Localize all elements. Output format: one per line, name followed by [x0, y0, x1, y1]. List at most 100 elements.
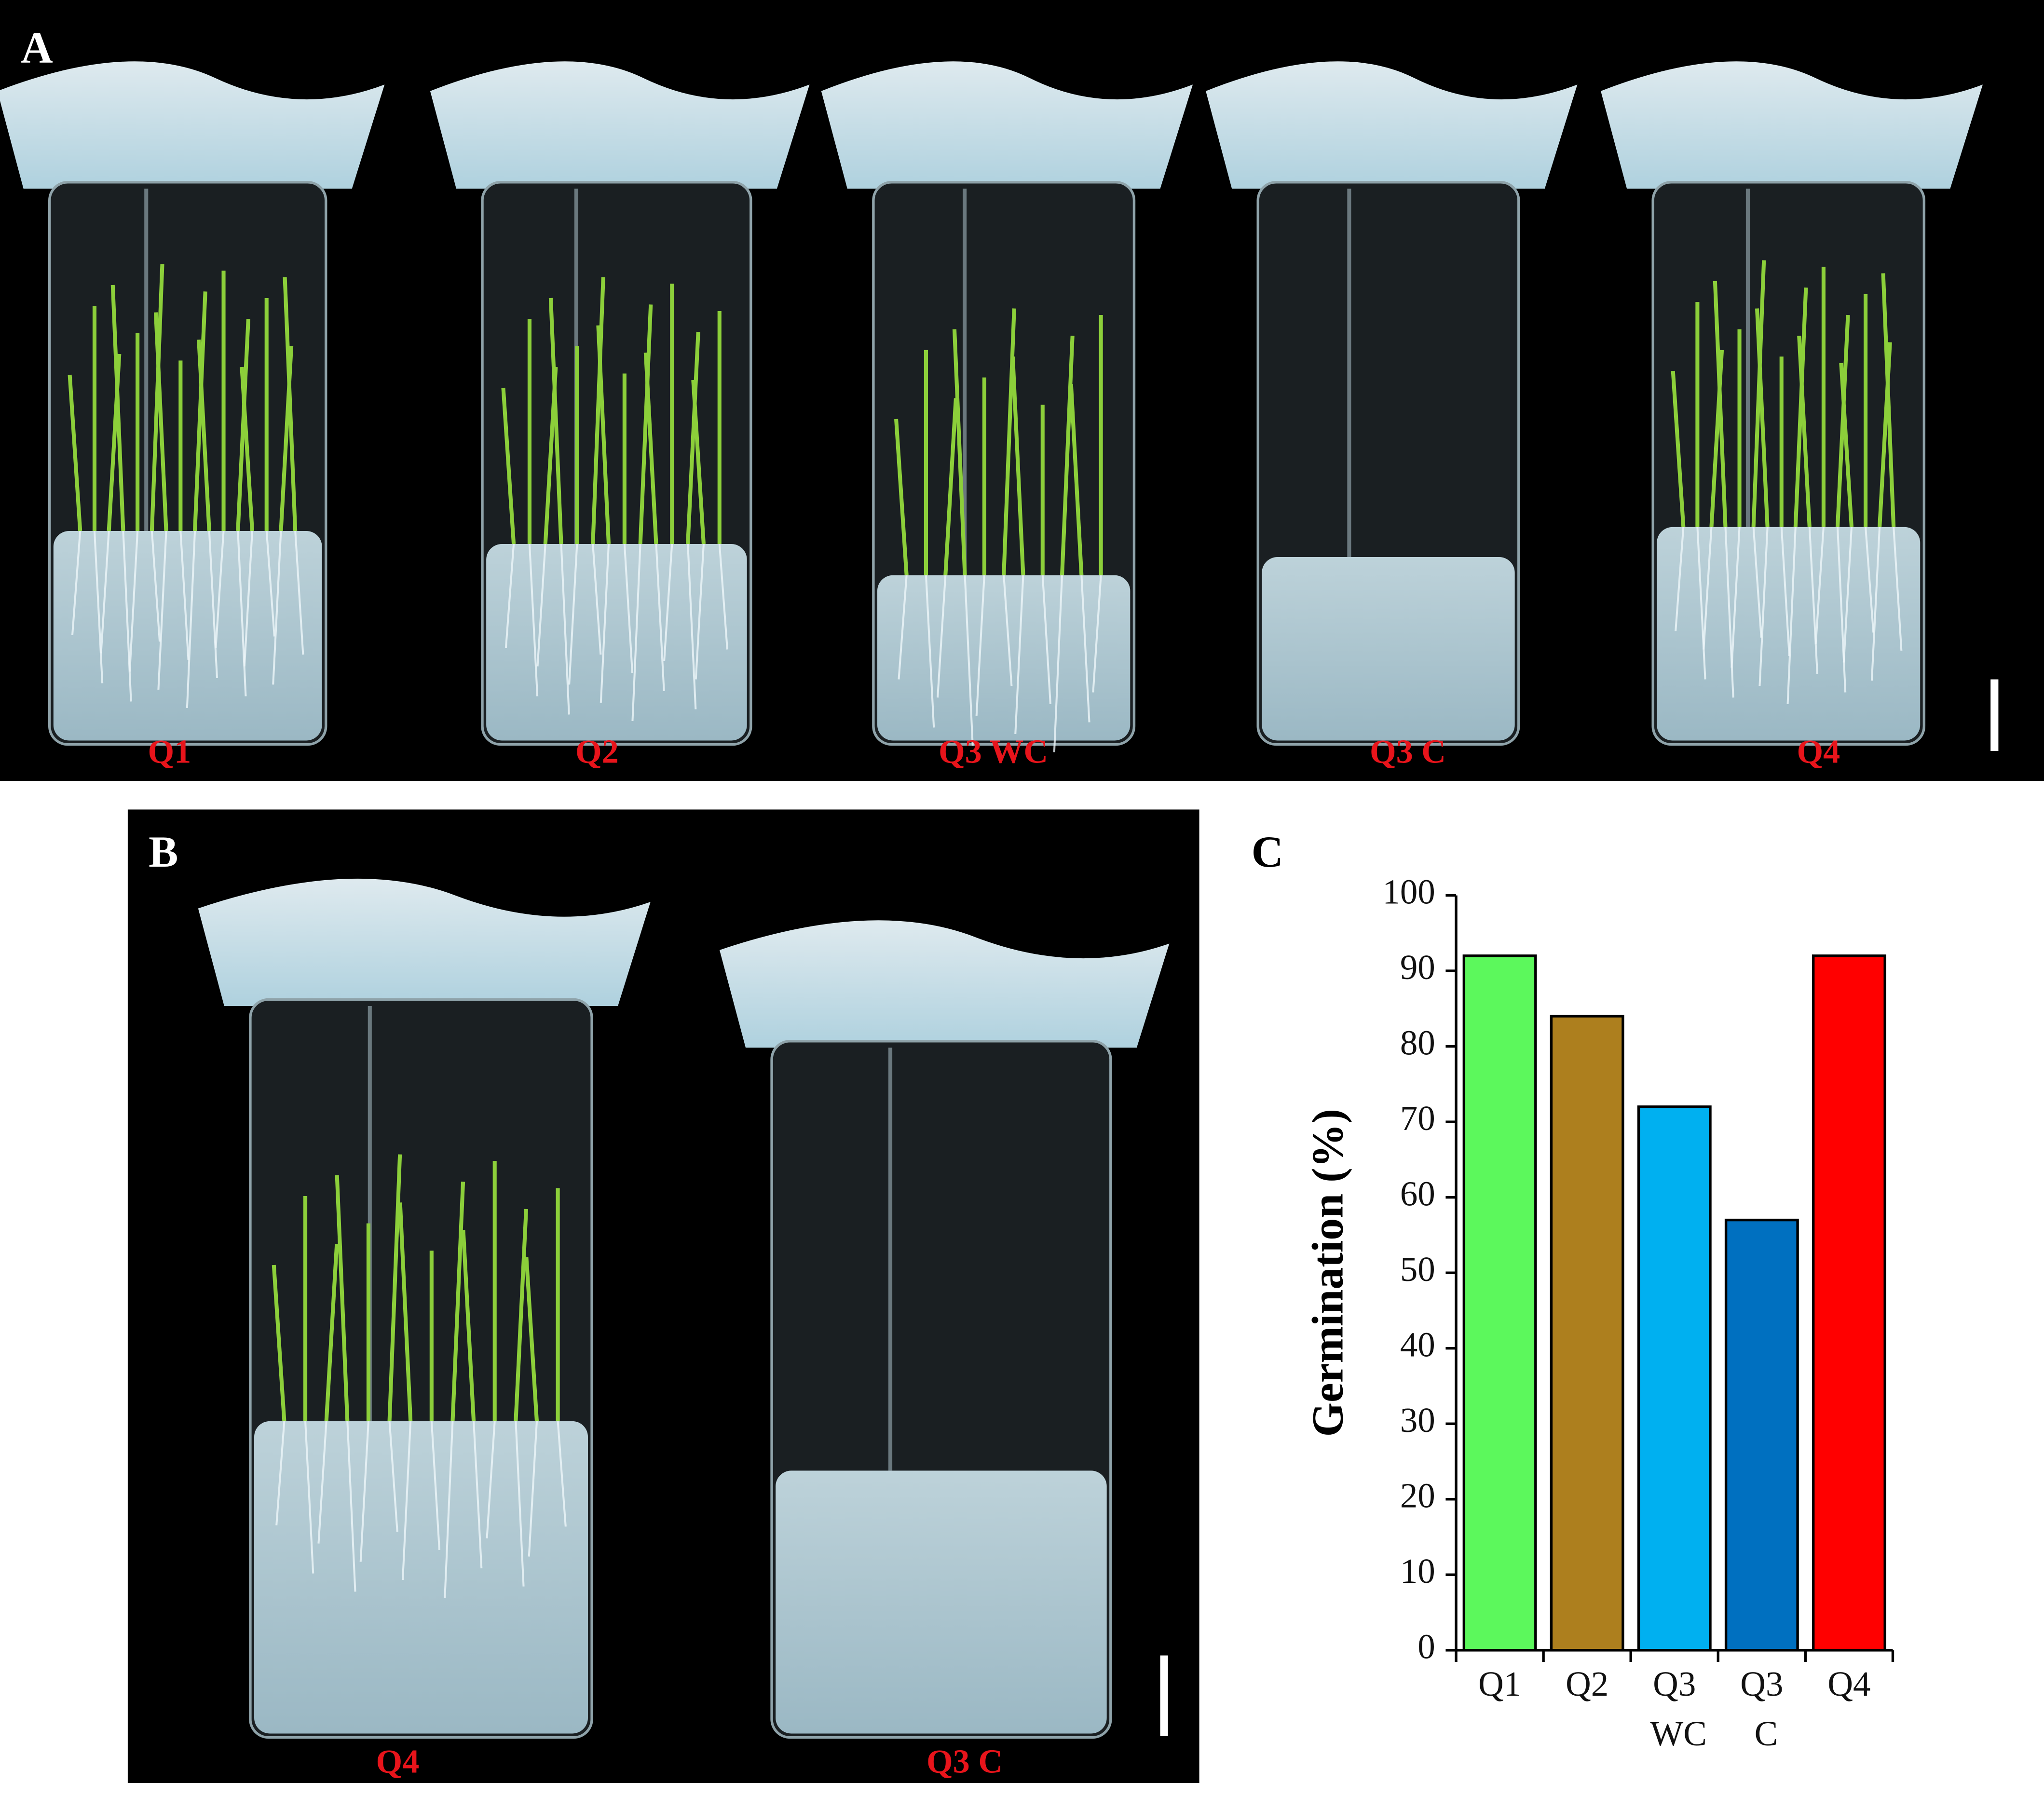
root: [925, 575, 935, 728]
root: [100, 531, 110, 653]
seedling: [398, 1202, 413, 1422]
root: [317, 1421, 327, 1544]
x-tick-label: Q1: [1478, 1664, 1521, 1703]
root: [600, 544, 610, 703]
root: [1758, 527, 1769, 686]
photo-a: Q1 Q2 Q3 WC Q3 C Q4 A: [0, 0, 2044, 781]
root: [663, 544, 673, 661]
root: [655, 544, 665, 692]
tube-label: Q4: [1797, 733, 1840, 770]
root: [359, 1421, 369, 1562]
root: [560, 544, 570, 715]
root: [179, 531, 190, 660]
y-tick-label: 30: [1400, 1401, 1435, 1440]
seedling: [1060, 336, 1075, 575]
root: [430, 1421, 441, 1551]
seedling: [324, 1244, 339, 1422]
y-tick-label: 10: [1400, 1551, 1435, 1591]
gel: [776, 1470, 1107, 1734]
root: [388, 1421, 398, 1532]
seedling: [68, 374, 82, 531]
plastic-film: [821, 61, 1193, 189]
root: [964, 575, 974, 746]
root: [695, 544, 705, 680]
root: [1870, 527, 1881, 681]
root: [243, 531, 254, 667]
y-tick-label: 40: [1400, 1325, 1435, 1364]
root: [122, 531, 132, 702]
seedling: [150, 264, 164, 531]
gel: [254, 1421, 588, 1734]
root: [1808, 527, 1819, 674]
y-tick-label: 90: [1400, 948, 1435, 987]
root: [275, 1421, 286, 1525]
y-tick-label: 80: [1400, 1023, 1435, 1062]
y-tick-label: 60: [1400, 1174, 1435, 1213]
root: [346, 1421, 356, 1592]
panel-label: C: [1252, 827, 1283, 876]
gel: [877, 575, 1131, 741]
root: [401, 1421, 412, 1580]
root: [1092, 575, 1102, 693]
x-tick-label: Q3 C: [1740, 1664, 1783, 1753]
plastic-film: [1206, 61, 1578, 189]
root: [515, 1421, 525, 1587]
tube-label: Q3 WC: [939, 733, 1048, 770]
root: [486, 1421, 496, 1538]
x-tick-label: Q2: [1566, 1664, 1608, 1703]
seedling: [387, 1154, 402, 1421]
seedling: [1797, 336, 1812, 528]
root: [937, 575, 947, 698]
root: [1786, 527, 1797, 705]
root: [1041, 575, 1051, 705]
seedling: [1010, 356, 1025, 575]
root: [1842, 527, 1853, 663]
seedling: [153, 312, 168, 531]
root: [265, 531, 275, 637]
root: [294, 531, 304, 655]
seedling: [1881, 273, 1896, 528]
plastic-film: [198, 878, 651, 1006]
y-axis-title: Germination (%): [1303, 1109, 1352, 1437]
tube-label: Q1: [148, 733, 191, 770]
root: [208, 531, 218, 679]
gel: [1262, 557, 1515, 741]
bar: [1462, 954, 1537, 1652]
root: [1836, 527, 1847, 693]
seedling: [643, 353, 658, 544]
root: [473, 1421, 483, 1568]
seedling: [1069, 383, 1084, 575]
bar: [1550, 1015, 1624, 1652]
seedling: [1002, 308, 1016, 575]
root: [150, 531, 161, 642]
root: [186, 531, 196, 708]
plastic-film: [430, 61, 810, 189]
bar: [1724, 1218, 1799, 1652]
plastic-film: [1601, 61, 1983, 189]
seedling: [240, 367, 255, 531]
seedling: [193, 291, 207, 531]
x-tick-label: Q4: [1827, 1664, 1870, 1703]
root: [557, 1421, 567, 1527]
x-tick-label: Q3 WC: [1642, 1664, 1707, 1753]
seedling: [1713, 281, 1728, 528]
root: [1014, 575, 1024, 735]
gel: [486, 544, 747, 741]
root: [718, 544, 728, 650]
root: [623, 544, 634, 673]
root: [237, 531, 247, 696]
root: [215, 531, 225, 649]
seedling: [272, 1265, 286, 1422]
root: [157, 531, 167, 690]
root: [1003, 575, 1013, 686]
tube-label: Q3 C: [927, 1742, 1003, 1780]
bar: [1812, 954, 1886, 1652]
root: [631, 544, 641, 721]
root: [93, 531, 104, 683]
seedling: [548, 298, 563, 544]
root: [1752, 527, 1762, 638]
root: [1814, 527, 1825, 644]
root: [592, 544, 602, 655]
